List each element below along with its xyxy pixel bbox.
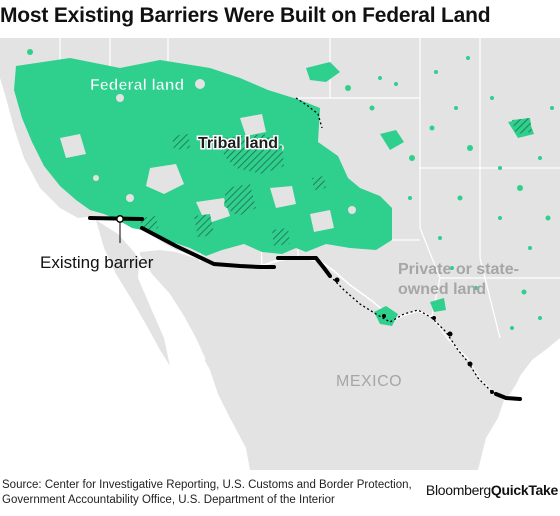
private-land-label-line2: owned land xyxy=(398,281,486,298)
footer: Source: Center for Investigative Reporti… xyxy=(0,474,560,514)
source-note: Source: Center for Investigative Reporti… xyxy=(2,478,422,508)
brand-bold: QuickTake xyxy=(490,482,558,498)
federal-land-label: Federal land xyxy=(90,77,184,94)
barrier-points xyxy=(334,277,494,394)
mexico-land xyxy=(96,220,504,470)
existing-barrier-label: Existing barrier xyxy=(40,253,154,272)
tribal-land-label: Tribal land xyxy=(198,135,278,152)
tribal-land xyxy=(140,118,532,246)
private-land-label-line1: Private or state- xyxy=(398,261,519,278)
private-patches xyxy=(60,79,356,232)
source-line-2: Government Accountability Office, U.S. D… xyxy=(2,494,335,506)
gulf-of-california xyxy=(138,252,206,360)
page-title: Most Existing Barriers Were Built on Fed… xyxy=(0,4,491,27)
map: Federal land Tribal land Private or stat… xyxy=(0,38,560,470)
brand-logo: BloombergQuickTake xyxy=(426,482,558,498)
existing-barrier xyxy=(88,216,522,401)
source-line-1: Source: Center for Investigative Reporti… xyxy=(2,479,412,491)
gulf-of-mexico xyxy=(480,344,560,470)
map-svg: Federal land Tribal land Private or stat… xyxy=(0,38,560,470)
brand-regular: Bloomberg xyxy=(425,482,491,498)
barrier-callout-marker xyxy=(116,215,124,223)
mexico-label: MEXICO xyxy=(336,373,402,390)
